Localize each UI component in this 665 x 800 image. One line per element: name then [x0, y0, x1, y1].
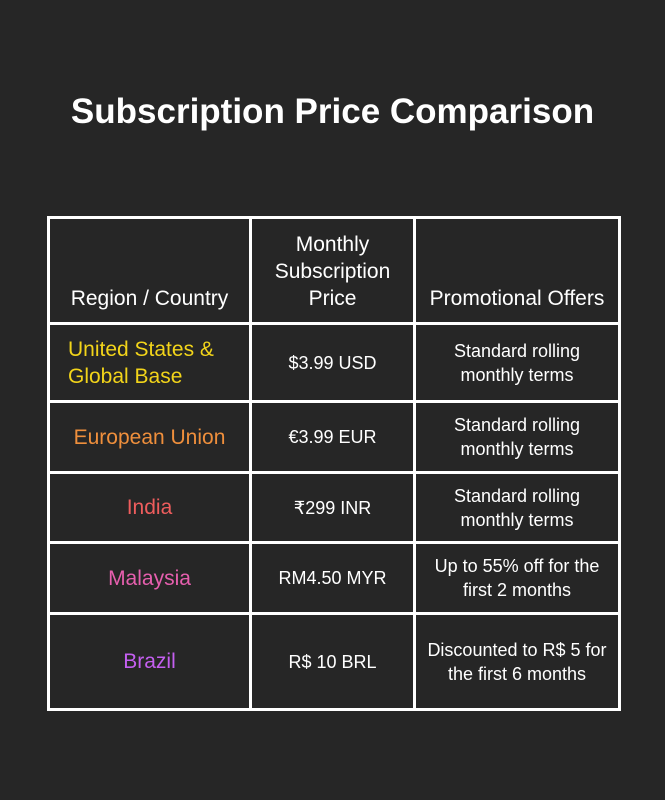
page-title: Subscription Price Comparison — [70, 92, 595, 131]
price-cell: R$ 10 BRL — [249, 612, 416, 711]
region-cell: United States & Global Base — [47, 322, 252, 403]
offer-cell: Standard rolling monthly terms — [413, 322, 621, 403]
region-cell: Brazil — [47, 612, 252, 711]
region-cell: India — [47, 471, 252, 544]
table-row: India ₹299 INR Standard rolling monthly te… — [47, 471, 621, 544]
price-cell: RM4.50 MYR — [249, 541, 416, 615]
column-header: Promotional Offers — [413, 216, 621, 325]
table-row: Brazil R$ 10 BRL Discounted to R$ 5 for th… — [47, 612, 621, 711]
price-cell: ₹299 INR — [249, 471, 416, 544]
region-cell: Malaysia — [47, 541, 252, 615]
offer-cell: Discounted to R$ 5 for the first 6 month… — [413, 612, 621, 711]
price-cell: €3.99 EUR — [249, 400, 416, 474]
column-header: Region / Country — [47, 216, 252, 325]
table-row: Malaysia RM4.50 MYR Up to 55% off for the … — [47, 541, 621, 615]
offer-cell: Standard rolling monthly terms — [413, 400, 621, 474]
offer-cell: Up to 55% off for the first 2 months — [413, 541, 621, 615]
column-header: Monthly Subscription Price — [249, 216, 416, 325]
price-table: Region / Country Monthly Subscription Pri… — [47, 216, 621, 711]
table-row: United States & Global Base $3.99 USD Stan… — [47, 322, 621, 403]
price-cell: $3.99 USD — [249, 322, 416, 403]
header-row: Region / Country Monthly Subscription Pri… — [47, 216, 621, 325]
offer-cell: Standard rolling monthly terms — [413, 471, 621, 544]
table-row: European Union €3.99 EUR Standard rolling … — [47, 400, 621, 474]
region-cell: European Union — [47, 400, 252, 474]
